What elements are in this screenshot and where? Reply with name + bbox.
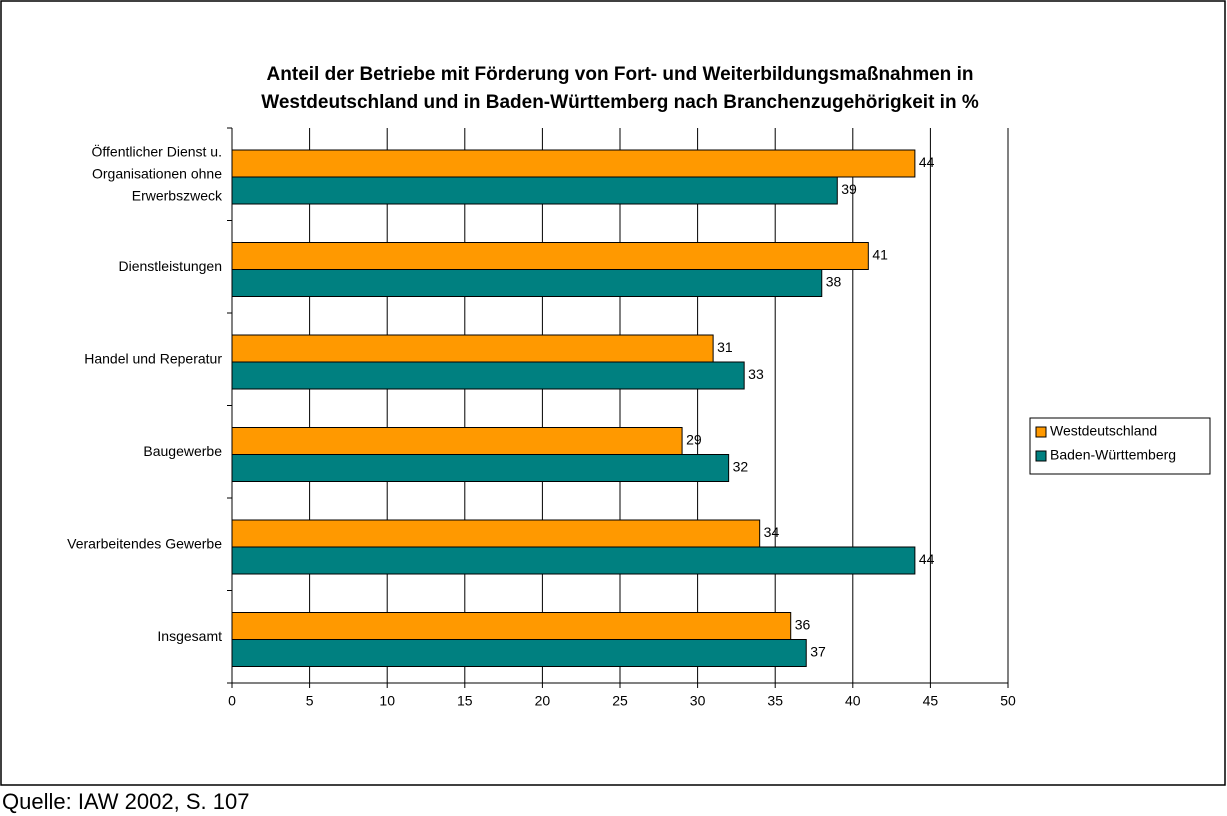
y-tick-label: Insgesamt (157, 627, 222, 643)
legend-swatch (1035, 450, 1047, 462)
y-tick-label: Dienstleistungen (118, 257, 222, 273)
value-label: 44 (919, 154, 935, 170)
x-tick-label: 10 (379, 693, 395, 709)
x-tick-label: 15 (457, 693, 473, 709)
chart-border (0, 0, 1226, 786)
legend-label: Westdeutschland (1050, 423, 1157, 439)
x-tick-label: 50 (1000, 693, 1016, 709)
bar (231, 519, 761, 548)
bar (231, 176, 838, 205)
y-tick-label: Handel und Reperatur (84, 350, 222, 366)
bar (231, 269, 823, 297)
y-tick-label: Baugewerbe (143, 442, 222, 458)
x-tick-label: 20 (535, 693, 551, 709)
chart-title: Anteil der Betriebe mit Förderung von Fo… (261, 64, 979, 113)
value-label: 38 (826, 274, 842, 290)
x-tick-label: 40 (845, 693, 861, 709)
x-tick-label: 0 (228, 693, 236, 709)
value-label: 44 (919, 551, 935, 567)
value-label: 34 (764, 524, 780, 540)
value-label: 32 (733, 459, 749, 475)
y-tick-label: Öffentlicher Dienst u. Organisationen ohn… (92, 142, 223, 203)
bar (231, 454, 730, 482)
bar (231, 242, 869, 270)
value-label: 36 (795, 617, 811, 633)
x-tick-label: 30 (690, 693, 706, 709)
legend-label: Baden-Württemberg (1050, 447, 1176, 463)
x-tick-label: 5 (306, 693, 314, 709)
bar (231, 639, 807, 667)
value-label: 41 (872, 247, 888, 263)
bar (231, 149, 916, 178)
value-label: 39 (841, 181, 857, 197)
bar (231, 546, 916, 575)
bar (231, 361, 745, 390)
value-label: 29 (686, 432, 702, 448)
value-label: 37 (810, 644, 826, 660)
bar (231, 334, 714, 363)
bar (231, 612, 792, 640)
legend-box (1029, 417, 1211, 475)
value-label: 33 (748, 366, 764, 382)
x-tick-label: 35 (767, 693, 783, 709)
x-tick-label: 25 (612, 693, 628, 709)
x-tick-label: 45 (923, 693, 939, 709)
value-label: 31 (717, 339, 733, 355)
bar (231, 427, 683, 455)
source-note: Quelle: IAW 2002, S. 107 (2, 789, 249, 814)
y-tick-label: Verarbeitendes Gewerbe (67, 535, 222, 551)
legend-swatch (1035, 426, 1047, 438)
